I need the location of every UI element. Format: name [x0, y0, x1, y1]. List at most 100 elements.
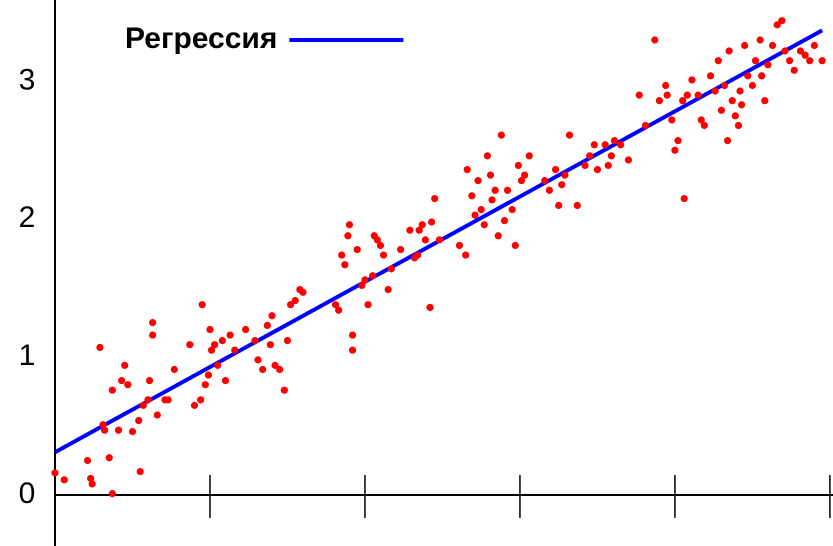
data-point	[88, 480, 96, 488]
data-point	[331, 301, 340, 309]
data-point	[778, 17, 786, 25]
data-point	[674, 137, 682, 145]
y-tick-label: 0	[19, 477, 36, 510]
data-point	[121, 361, 129, 369]
data-point	[679, 97, 687, 105]
data-point	[756, 36, 764, 44]
data-point	[406, 226, 414, 234]
data-point	[697, 116, 705, 124]
data-point	[720, 81, 729, 90]
data-point	[796, 47, 805, 55]
data-point	[497, 131, 505, 139]
data-point	[435, 236, 443, 244]
y-tick-label: 2	[19, 201, 36, 234]
data-point	[144, 396, 152, 404]
data-point	[128, 427, 137, 436]
data-point	[136, 467, 144, 476]
data-point	[590, 141, 598, 149]
data-point	[680, 194, 688, 203]
data-point	[494, 232, 502, 240]
data-point	[428, 218, 436, 226]
data-point	[748, 81, 757, 90]
data-point	[768, 41, 777, 50]
data-point	[135, 416, 143, 425]
data-point	[558, 181, 566, 189]
data-point	[291, 296, 299, 305]
data-point	[99, 421, 107, 429]
data-point	[731, 112, 739, 120]
data-point	[790, 66, 798, 74]
data-point	[242, 325, 250, 334]
data-point	[164, 396, 172, 404]
data-point	[221, 376, 230, 385]
data-point	[818, 57, 826, 65]
data-point	[610, 137, 619, 145]
data-point	[541, 177, 549, 185]
data-point	[700, 121, 708, 130]
data-point	[500, 217, 509, 225]
data-point	[348, 331, 357, 339]
data-point	[108, 386, 116, 394]
data-point	[604, 161, 612, 170]
data-point	[268, 312, 276, 320]
data-point	[206, 325, 214, 334]
data-point	[734, 121, 743, 130]
data-point	[694, 91, 702, 99]
data-point	[593, 165, 602, 174]
data-point	[276, 365, 284, 374]
data-point	[251, 336, 259, 345]
data-point	[387, 265, 395, 273]
data-point	[744, 72, 752, 80]
data-point	[226, 331, 234, 339]
data-point	[781, 47, 789, 55]
data-point	[488, 196, 496, 204]
data-point	[764, 61, 772, 69]
data-point	[773, 21, 781, 29]
data-point	[415, 226, 423, 234]
data-point	[60, 476, 68, 484]
data-point	[483, 152, 491, 160]
data-point	[114, 426, 123, 434]
legend-label: Регрессия	[125, 22, 277, 55]
data-point	[655, 97, 664, 105]
data-point	[471, 211, 479, 219]
data-point	[668, 116, 676, 124]
data-point	[149, 331, 157, 339]
data-point	[207, 346, 216, 354]
data-point	[714, 57, 722, 65]
data-point	[573, 201, 581, 210]
data-point	[145, 376, 154, 385]
y-tick-label: 1	[19, 339, 36, 372]
data-point	[508, 205, 516, 214]
data-point	[231, 346, 239, 354]
data-point	[341, 261, 349, 269]
data-point	[662, 81, 670, 90]
data-point	[624, 156, 633, 164]
data-point	[299, 288, 307, 296]
data-point	[561, 171, 569, 179]
data-point	[468, 192, 476, 200]
data-point	[635, 91, 643, 99]
data-point	[514, 161, 522, 170]
data-point	[545, 186, 553, 194]
data-point	[431, 194, 439, 203]
data-point	[671, 146, 679, 154]
data-point	[520, 171, 529, 179]
data-point	[551, 165, 560, 174]
data-point	[353, 245, 361, 254]
data-point	[728, 97, 736, 105]
data-point	[361, 276, 369, 284]
data-point	[204, 371, 213, 379]
data-point	[100, 426, 109, 434]
data-point	[376, 241, 385, 250]
data-point	[706, 72, 715, 80]
data-point	[345, 221, 354, 229]
data-point	[491, 186, 499, 194]
data-point	[344, 232, 352, 240]
data-point	[283, 336, 292, 345]
data-point	[271, 361, 279, 369]
data-point	[565, 131, 574, 139]
data-point	[688, 76, 696, 84]
data-point	[51, 469, 59, 477]
data-point	[108, 490, 116, 498]
